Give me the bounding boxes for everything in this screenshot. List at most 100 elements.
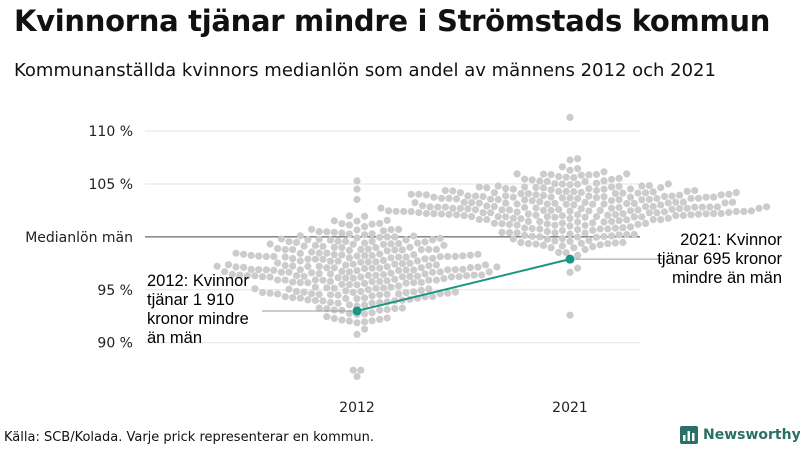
kommun-dot (468, 199, 476, 207)
kommun-dot (592, 233, 601, 241)
kommun-dot (487, 195, 495, 203)
kommun-dot (630, 213, 638, 221)
kommun-dot (710, 193, 718, 201)
kommun-dot (361, 231, 369, 239)
kommun-dot (536, 218, 544, 226)
kommun-dot (441, 203, 449, 211)
kommun-dot (551, 237, 559, 245)
kommun-dot (304, 236, 312, 244)
kommun-dot (323, 313, 331, 321)
kommun-dot (368, 251, 376, 260)
kommun-dot (702, 210, 710, 218)
kommun-dot (338, 267, 346, 275)
kommun-dot (566, 113, 574, 121)
kommun-dot (468, 213, 476, 221)
kommun-dot (311, 241, 319, 250)
kommun-dot (717, 191, 725, 199)
kommun-dot (361, 212, 369, 220)
kommun-dot (634, 220, 642, 228)
kommun-dot (642, 219, 650, 227)
kommun-dot (592, 213, 601, 221)
kommun-dot (721, 199, 729, 207)
kommun-dot (308, 225, 316, 233)
kommun-dot (368, 317, 376, 325)
kommun-dot (368, 278, 376, 286)
kommun-dot (589, 200, 597, 208)
kommun-dot (277, 268, 285, 276)
kommun-dot (376, 291, 384, 299)
kommun-dot (558, 163, 567, 171)
kommun-dot (581, 198, 589, 206)
kommun-dot (349, 240, 357, 248)
kommun-dot (459, 252, 467, 260)
kommun-dot (361, 310, 369, 318)
kommun-dot (353, 234, 361, 242)
kommun-dot (432, 276, 440, 284)
kommun-dot (464, 205, 472, 213)
kommun-dot (334, 237, 342, 245)
kommun-dot (645, 195, 654, 203)
kommun-dot (558, 226, 567, 235)
kommun-dot (451, 288, 459, 296)
kommun-dot (296, 294, 304, 302)
kommun-dot (645, 209, 654, 217)
annotation-text: mindre än män (672, 269, 782, 287)
kommun-dot (502, 199, 510, 207)
kommun-dot (608, 204, 616, 212)
kommun-dot (385, 207, 393, 215)
kommun-dot (266, 273, 274, 281)
kommun-dot (353, 177, 361, 185)
kommun-dot (224, 261, 233, 269)
kommun-dot (422, 209, 430, 218)
kommun-dot (387, 269, 395, 277)
kommun-dot (304, 255, 312, 263)
kommun-dot (474, 263, 482, 271)
kommun-dot (361, 294, 369, 302)
kommun-dot (570, 188, 578, 196)
kommun-dot (600, 218, 608, 226)
kommun-dot (619, 189, 627, 197)
kommun-dot (456, 204, 464, 213)
kommun-dot (315, 228, 323, 236)
kommun-dot (623, 170, 631, 178)
kommun-dot (566, 156, 574, 164)
kommun-dot (338, 316, 346, 324)
kommun-dot (319, 297, 327, 305)
kommun-dot (577, 239, 585, 247)
kommun-dot (589, 243, 597, 251)
kommun-dot (581, 178, 589, 186)
kommun-dot (460, 212, 468, 220)
kommun-dot (570, 244, 578, 252)
kommun-dot (425, 285, 433, 293)
kommun-dot (566, 194, 574, 202)
kommun-dot (574, 164, 582, 173)
kommun-dot (357, 273, 365, 281)
kommun-dot (532, 183, 540, 191)
kommun-dot (532, 191, 540, 199)
kommun-dot (308, 269, 316, 277)
kommun-dot (615, 196, 623, 204)
kommun-dot (330, 228, 338, 236)
kommun-dot (345, 301, 353, 309)
kommun-dot (481, 261, 490, 269)
kommun-dot (334, 274, 342, 282)
kommun-dot (338, 280, 346, 288)
kommun-dot (391, 233, 399, 241)
kommun-dot (372, 271, 380, 279)
kommun-dot (466, 251, 474, 259)
kommun-dot (600, 200, 608, 208)
highlight-line (356, 258, 571, 312)
kommun-dot (425, 262, 433, 270)
y-tick-label: 110 % (89, 124, 133, 140)
kommun-dot (338, 251, 346, 259)
kommun-dot (493, 263, 501, 271)
kommun-dot (630, 199, 638, 207)
kommun-dot (585, 185, 593, 193)
annotation-text: tjänar 695 kronor (657, 250, 782, 268)
kommun-dot (323, 228, 331, 236)
kommun-dot (451, 266, 459, 274)
kommun-dot (642, 189, 650, 197)
kommun-dot (258, 273, 267, 281)
kommun-dot (281, 245, 289, 254)
